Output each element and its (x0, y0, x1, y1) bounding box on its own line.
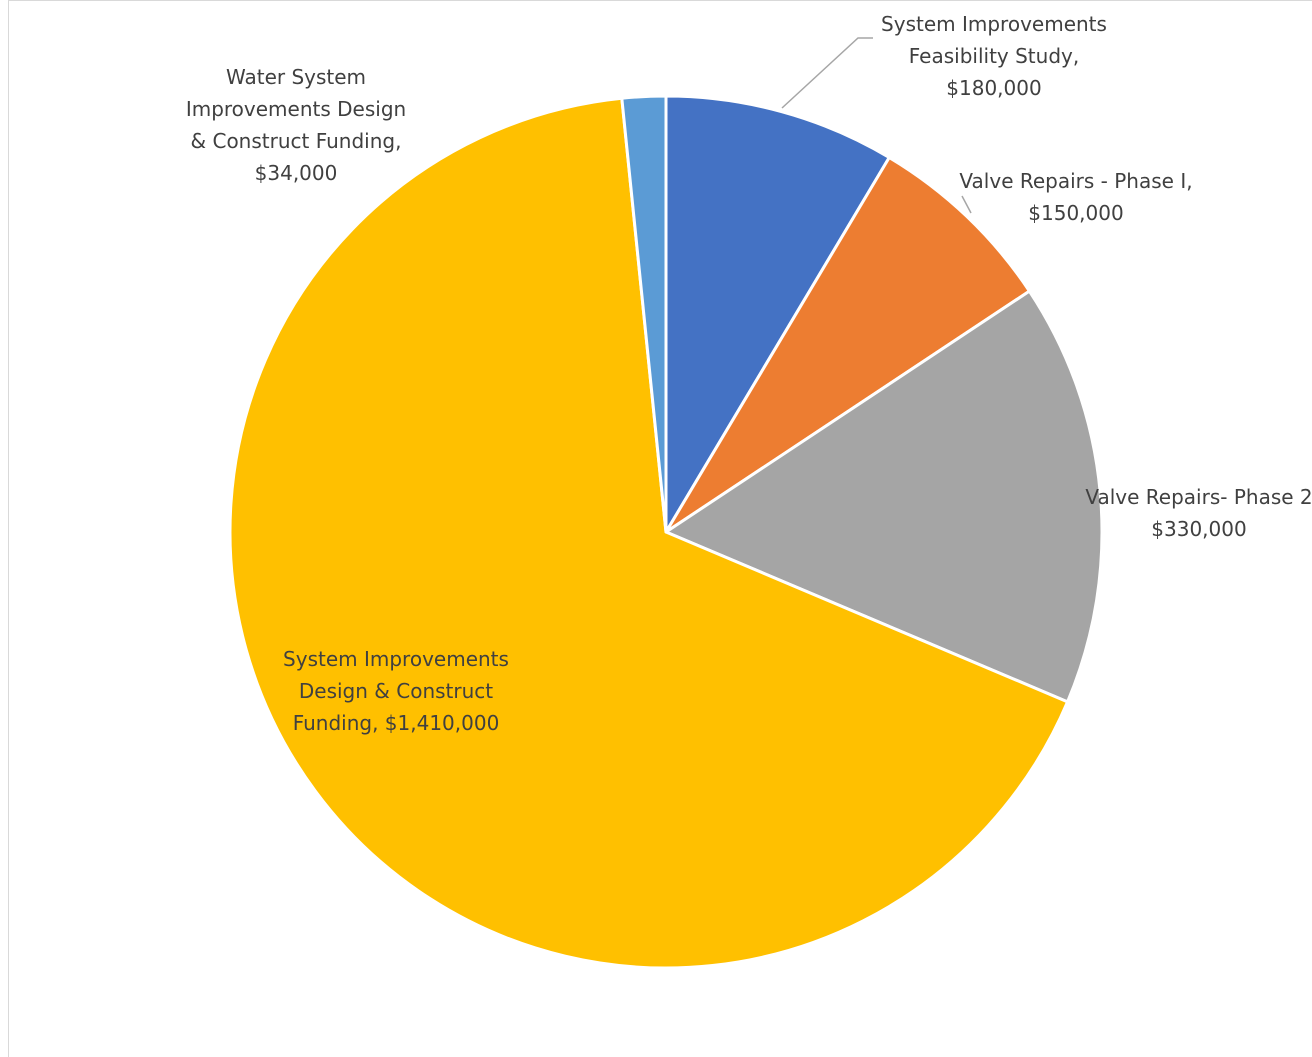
slice-label-line: System Improvements (881, 12, 1107, 36)
slice-label-valve-repairs-phase-1: Valve Repairs - Phase I, $150,000 (944, 165, 1208, 229)
slice-label-line: $150,000 (1028, 201, 1124, 225)
pie-slice-3 (228, 96, 1070, 970)
slice-label-line: $180,000 (946, 76, 1042, 100)
slice-label-line: Design & Construct (298, 679, 494, 703)
slice-label-line: System Improvements (283, 647, 509, 671)
pie-slice-2 (664, 289, 1104, 704)
slice-label-water-system-improvements: Water System Improvements Design & Const… (170, 61, 422, 189)
slice-label-valve-repairs-phase-2: Valve Repairs- Phase 2 $330,000 (1070, 481, 1312, 545)
slice-label-line: Valve Repairs - Phase I, (959, 169, 1193, 193)
slice-label-line: Valve Repairs- Phase 2 (1085, 485, 1312, 509)
chart-border-left (8, 0, 9, 1057)
leader-line-valve-repairs-phase-1 (961, 195, 972, 214)
pie-slice-1 (664, 155, 1031, 534)
pie-slice-0 (664, 94, 891, 534)
leader-line-feasibility-study (781, 37, 873, 109)
slice-label-line: & Construct Funding, (190, 129, 402, 153)
chart-border-top (8, 0, 1312, 1)
pie-slice-4 (620, 94, 668, 534)
slice-label-line: $34,000 (254, 161, 338, 185)
slice-label-line: Funding, $1,410,000 (292, 711, 500, 735)
slice-label-line: Feasibility Study, (908, 44, 1080, 68)
slice-label-line: Improvements Design (185, 97, 407, 121)
slice-label-line: Water System (225, 65, 367, 89)
slice-label-feasibility-study: System Improvements Feasibility Study, $… (860, 8, 1128, 104)
slice-label-design-construct-funding: System Improvements Design & Construct F… (266, 643, 526, 739)
slice-label-line: $330,000 (1151, 517, 1247, 541)
